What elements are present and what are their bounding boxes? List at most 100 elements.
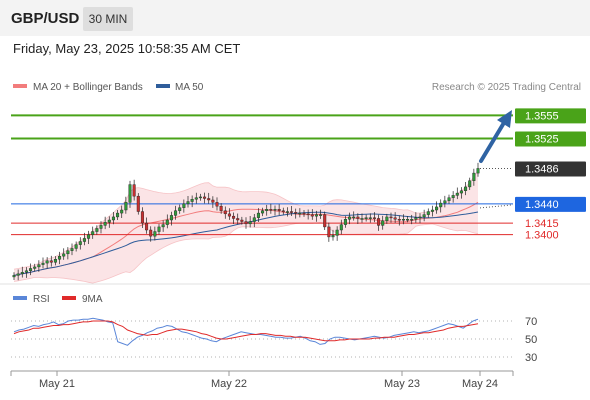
candle — [310, 209, 314, 220]
candle — [37, 260, 41, 272]
candle — [16, 269, 20, 281]
candle — [455, 187, 459, 200]
candle — [232, 212, 236, 224]
candle — [99, 221, 103, 234]
candle — [285, 207, 289, 217]
candle — [120, 205, 124, 218]
rsi-legend-label: RSI — [33, 294, 50, 305]
rsi-ma-legend-label: 9MA — [82, 294, 103, 305]
candle — [360, 213, 364, 223]
candle — [203, 192, 207, 204]
candle — [269, 203, 273, 214]
candle — [182, 199, 186, 213]
candle — [430, 205, 434, 217]
timeframe-button[interactable]: 30 MIN — [83, 7, 133, 31]
candle — [140, 207, 144, 228]
candle — [410, 214, 414, 225]
candle — [385, 213, 389, 224]
rsi-series-9MA — [13, 320, 479, 342]
candle — [265, 204, 269, 216]
candle — [335, 226, 339, 241]
candle — [198, 193, 202, 201]
level-tag-1.3440 — [515, 196, 586, 212]
candle — [339, 219, 343, 235]
candle — [418, 213, 422, 224]
candle — [319, 209, 323, 219]
candle — [352, 211, 356, 221]
candle — [323, 211, 327, 230]
candle — [49, 255, 53, 267]
candle — [157, 223, 161, 235]
candle — [290, 206, 294, 216]
ma20-legend-label: MA 20 + Bollinger Bands — [33, 82, 143, 93]
candle — [58, 251, 62, 265]
candle — [178, 204, 182, 214]
candle — [422, 209, 426, 222]
candle — [426, 208, 430, 218]
candle — [190, 195, 194, 208]
candle — [103, 216, 107, 230]
candle — [20, 266, 24, 278]
x-axis: May 21 May 22 May 23 May 24 — [10, 371, 514, 390]
level-label-1.3555: 1.3555 — [525, 110, 559, 122]
candle — [132, 179, 136, 201]
symbol-label: GBP/USD — [11, 10, 80, 27]
price-levels — [11, 114, 514, 236]
candle — [368, 213, 372, 223]
ma50-legend-label: MA 50 — [175, 82, 204, 93]
candle — [174, 205, 178, 220]
candle — [236, 213, 240, 225]
candle — [211, 196, 215, 208]
candle — [343, 216, 347, 228]
candle — [149, 226, 153, 242]
level-tag-1.3486 — [515, 161, 586, 177]
candle — [128, 180, 132, 208]
candle — [12, 272, 16, 280]
ma20-legend-swatch — [13, 84, 27, 88]
candle — [439, 199, 443, 213]
candle — [381, 215, 385, 230]
candle — [219, 203, 223, 214]
forecast-arrow — [479, 110, 512, 163]
rsi-series-RSI — [13, 317, 479, 346]
level-tag-1.3525 — [515, 131, 586, 147]
candle — [70, 243, 74, 256]
candle — [136, 193, 140, 215]
candle — [62, 248, 66, 260]
copyright-text: Research © 2025 Trading Central — [432, 82, 581, 93]
candle — [356, 213, 360, 224]
candle — [153, 226, 157, 241]
rsi-grid: 70 50 30 — [11, 316, 537, 364]
candle — [145, 217, 149, 234]
main-legend: MA 20 + Bollinger Bands MA 50 Research ©… — [13, 82, 581, 93]
candle — [261, 207, 265, 217]
candle — [227, 208, 231, 220]
candle — [372, 212, 376, 223]
rsi-tick-30: 30 — [525, 352, 537, 364]
candle — [165, 214, 169, 229]
candle — [327, 222, 331, 242]
candle — [414, 212, 418, 223]
candle — [476, 162, 480, 177]
candle — [107, 216, 111, 228]
level-label-1.3525: 1.3525 — [525, 133, 559, 145]
candle — [78, 237, 82, 250]
candle — [186, 196, 190, 208]
candle — [91, 226, 95, 239]
candle — [240, 216, 244, 225]
candle — [45, 257, 49, 269]
candle — [377, 214, 381, 231]
candle — [302, 210, 306, 217]
candle — [281, 207, 285, 215]
rsi-lines — [13, 317, 479, 346]
candle — [443, 195, 447, 208]
candle — [24, 267, 28, 278]
rsi-tick-50: 50 — [525, 334, 537, 346]
level-tag-1.3555 — [515, 108, 586, 124]
candle — [256, 208, 260, 222]
candle — [53, 256, 57, 266]
candle — [459, 187, 463, 199]
candle — [393, 212, 397, 223]
x-tick-label: May 24 — [462, 378, 498, 390]
candle — [111, 212, 115, 225]
